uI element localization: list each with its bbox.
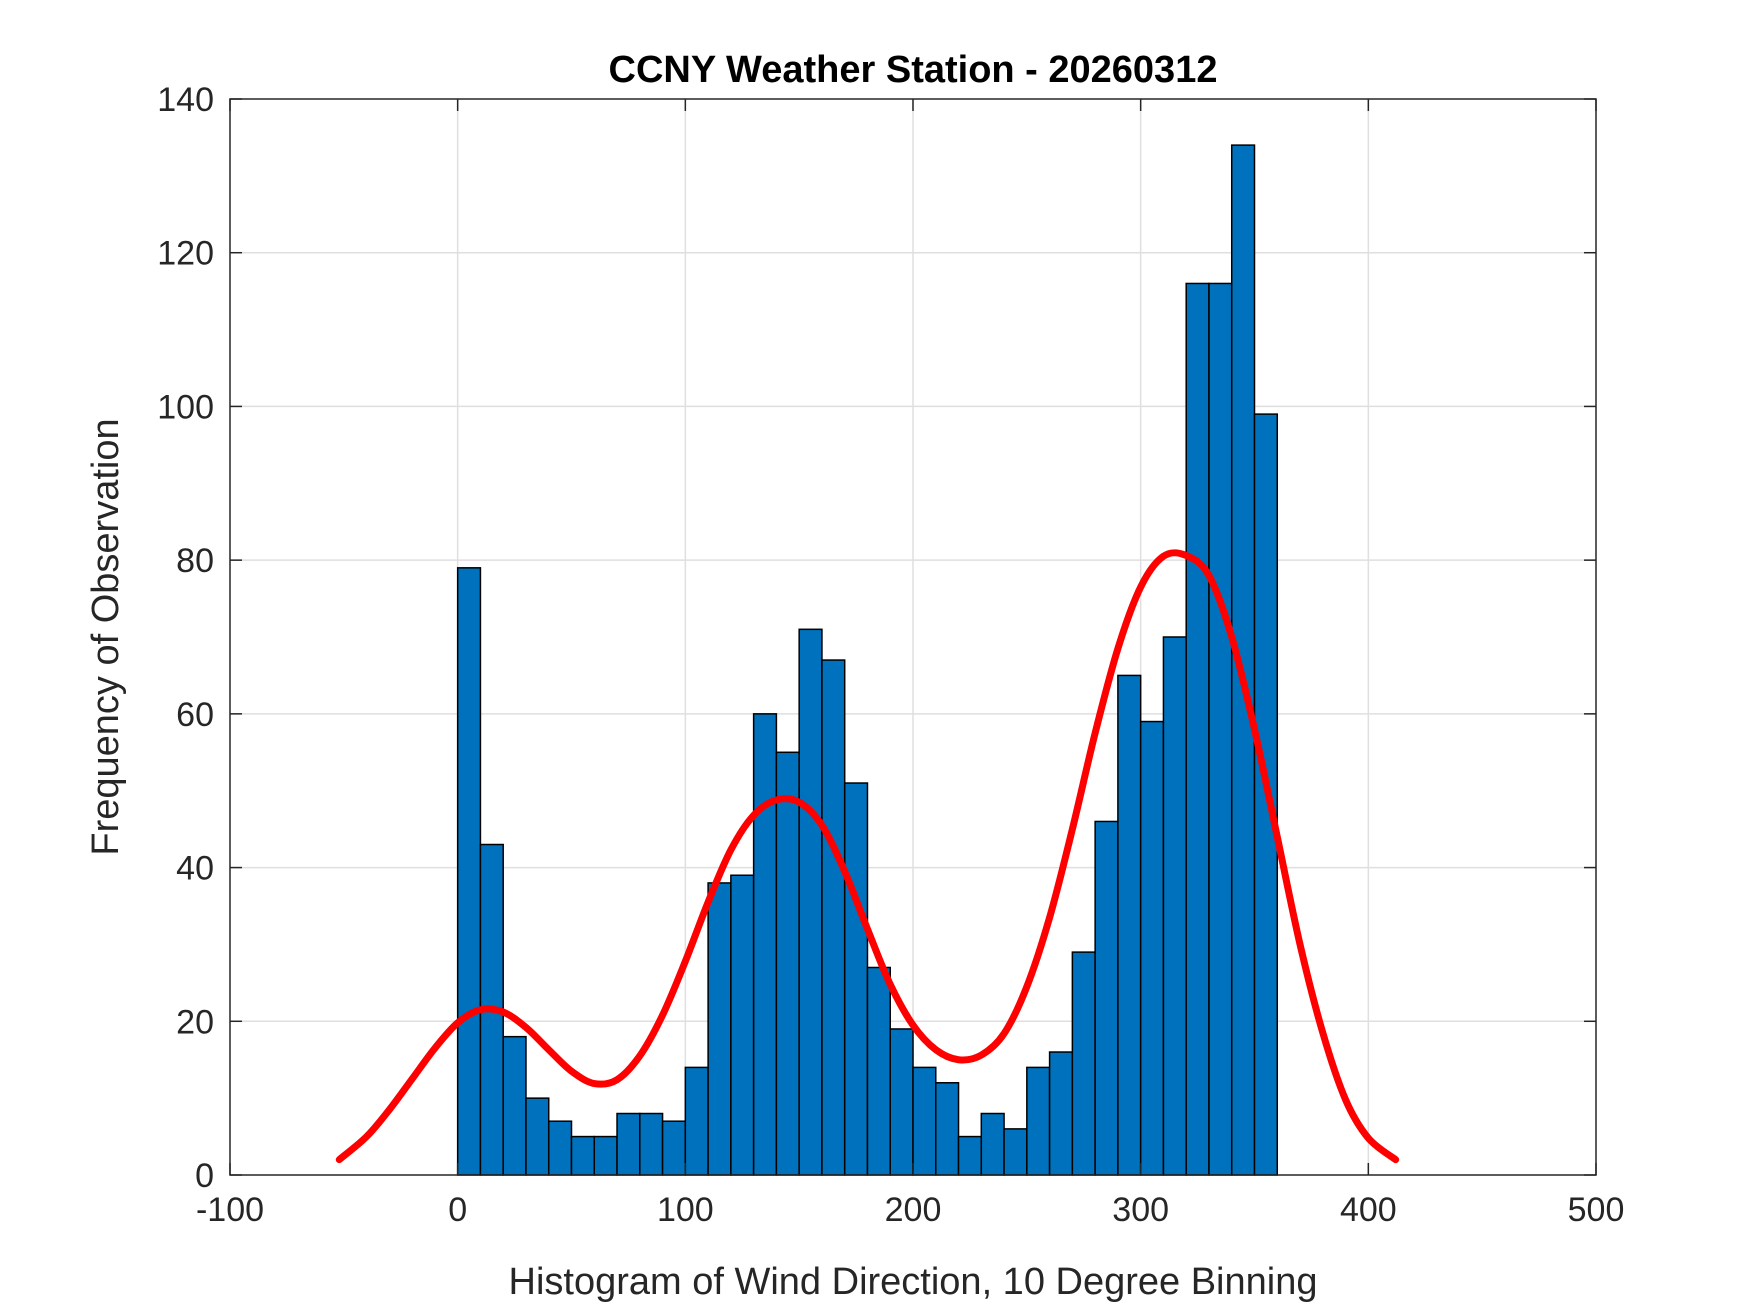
- histogram-bar: [843, 782, 869, 1176]
- histogram-bar: [1185, 282, 1210, 1176]
- histogram-bar: [798, 628, 823, 1176]
- chart-title: CCNY Weather Station - 20260312: [609, 49, 1218, 91]
- histogram-bar: [616, 1112, 641, 1176]
- fit-curve: [335, 549, 1400, 1164]
- y-tick-label: 80: [176, 542, 214, 580]
- histogram-bar: [570, 1135, 596, 1176]
- histogram-bar: [935, 1082, 960, 1176]
- histogram-bar: [889, 1028, 914, 1176]
- x-tick-label: 0: [448, 1191, 467, 1229]
- y-tick-label: 120: [157, 235, 214, 273]
- histogram-bar: [661, 1120, 687, 1176]
- histogram-bar: [1071, 951, 1096, 1176]
- histogram-bar: [1003, 1128, 1028, 1176]
- y-tick-label: 20: [176, 1003, 214, 1041]
- histogram-bar: [1048, 1051, 1074, 1176]
- y-tick-label: 140: [157, 81, 214, 119]
- histogram-bar: [1094, 820, 1119, 1176]
- histogram-bar: [593, 1135, 618, 1176]
- histogram-bar: [707, 882, 732, 1176]
- x-tick-label: 300: [1112, 1191, 1169, 1229]
- histogram-bar: [980, 1112, 1005, 1176]
- histogram-bar: [684, 1066, 709, 1176]
- histogram-bar: [912, 1066, 937, 1176]
- histogram-bar: [752, 713, 778, 1176]
- x-axis-label: Histogram of Wind Direction, 10 Degree B…: [509, 1261, 1318, 1303]
- histogram-bar: [1208, 282, 1233, 1176]
- x-tick-label: 500: [1568, 1191, 1625, 1229]
- y-tick-label: 0: [195, 1157, 214, 1195]
- y-axis-label: Frequency of Observation: [85, 418, 127, 855]
- y-tick-labels: 0 20 40 60 80 100 120 140: [157, 81, 214, 1195]
- y-tick-label: 40: [176, 850, 214, 888]
- histogram-bar: [456, 567, 482, 1176]
- histogram-bar: [730, 874, 755, 1176]
- histogram-bar: [866, 966, 891, 1176]
- y-tick-label: 60: [176, 696, 214, 734]
- histogram-bar: [1162, 636, 1187, 1176]
- x-tick-label: 200: [885, 1191, 942, 1229]
- x-tick-label: -100: [196, 1191, 264, 1229]
- histogram-bar: [821, 659, 846, 1176]
- histogram-bar: [502, 1035, 527, 1176]
- axis-ticks: [229, 98, 1597, 1176]
- histogram-bar: [1139, 720, 1165, 1176]
- x-tick-label: 400: [1340, 1191, 1397, 1229]
- x-tick-labels: -100 0 100 200 300 400 500: [196, 1191, 1624, 1229]
- histogram-bar: [1026, 1066, 1051, 1176]
- histogram-bar: [775, 751, 800, 1176]
- histogram-bar: [957, 1135, 983, 1176]
- histogram-bar: [639, 1112, 664, 1176]
- histogram-bar: [1117, 674, 1142, 1176]
- histogram-bar: [547, 1120, 573, 1176]
- x-tick-label: 100: [657, 1191, 714, 1229]
- histogram-bar: [525, 1097, 550, 1176]
- y-tick-label: 100: [157, 388, 214, 426]
